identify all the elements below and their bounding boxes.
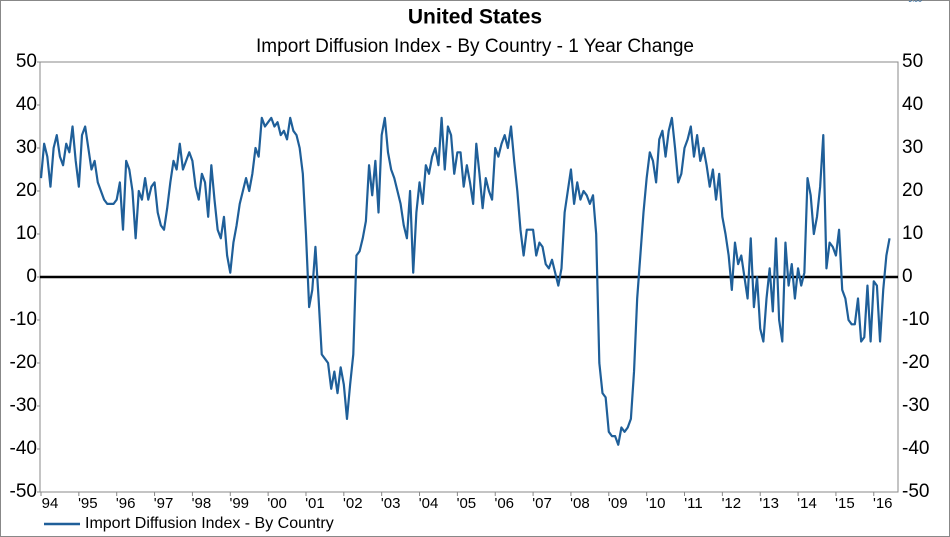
y-tick-label: 30 bbox=[16, 137, 37, 158]
x-tick-label: '14 bbox=[797, 495, 817, 512]
y-tick-label: 10 bbox=[16, 223, 37, 244]
legend-label: Import Diffusion Index - By Country bbox=[85, 515, 334, 532]
x-tick-label: '97 bbox=[154, 495, 174, 512]
x-tick-label: '02 bbox=[343, 495, 363, 512]
y2-tick-label: 0 bbox=[902, 266, 913, 287]
x-tick-label: '13 bbox=[759, 495, 779, 512]
y-tick-label: 40 bbox=[16, 94, 37, 115]
x-tick-label: '00 bbox=[267, 495, 287, 512]
chart-title: United States bbox=[408, 6, 542, 29]
y2-tick-label: -10 bbox=[902, 309, 929, 330]
y-tick-label: -20 bbox=[10, 352, 37, 373]
y-tick-label: -50 bbox=[10, 481, 37, 502]
x-tick-label: '16 bbox=[873, 495, 893, 512]
chart-subtitle: Import Diffusion Index - By Country - 1 … bbox=[256, 36, 694, 57]
y-tick-label: -10 bbox=[10, 309, 37, 330]
x-tick-label: 94 bbox=[42, 495, 59, 512]
value-label: 9.00 bbox=[908, 0, 922, 4]
x-tick-label: '11 bbox=[684, 495, 702, 512]
x-tick-label: '09 bbox=[608, 495, 628, 512]
y2-tick-label: -50 bbox=[902, 481, 929, 502]
y2-tick-label: -20 bbox=[902, 352, 929, 373]
y-tick-label: -30 bbox=[10, 395, 37, 416]
x-tick-label: '15 bbox=[835, 495, 855, 512]
x-tick-label: '96 bbox=[116, 495, 136, 512]
x-tick-label: '98 bbox=[192, 495, 212, 512]
x-tick-label: '10 bbox=[646, 495, 666, 512]
y2-tick-label: 40 bbox=[902, 94, 923, 115]
y2-tick-label: 50 bbox=[902, 51, 923, 72]
data-line bbox=[39, 116, 891, 446]
y2-tick-label: -40 bbox=[902, 438, 929, 459]
y-tick-label: 0 bbox=[26, 266, 37, 287]
y-tick-label: -40 bbox=[10, 438, 37, 459]
x-tick-label: '06 bbox=[494, 495, 514, 512]
x-tick-label: '05 bbox=[457, 495, 477, 512]
y2-tick-label: 30 bbox=[902, 137, 923, 158]
x-tick-label: '07 bbox=[532, 495, 552, 512]
x-tick-label: '99 bbox=[229, 495, 249, 512]
y-tick-label: 20 bbox=[16, 180, 37, 201]
x-tick-label: '95 bbox=[78, 495, 98, 512]
x-tick-label: '08 bbox=[570, 495, 590, 512]
x-tick-label: '12 bbox=[722, 495, 742, 512]
x-tick-label: '03 bbox=[381, 495, 401, 512]
x-tick-label: '04 bbox=[419, 495, 439, 512]
y2-tick-label: -30 bbox=[902, 395, 929, 416]
y-tick-label: 50 bbox=[16, 51, 37, 72]
x-tick-label: '01 bbox=[305, 495, 325, 512]
y2-tick-label: 20 bbox=[902, 180, 923, 201]
y2-tick-label: 10 bbox=[902, 223, 923, 244]
